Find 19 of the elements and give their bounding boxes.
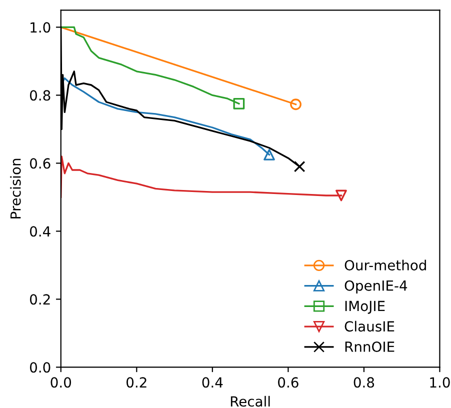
y-tick-label: 0.4	[30, 226, 50, 237]
legend-label: Our-method	[344, 260, 426, 270]
x-tick-label: 0.4	[202, 377, 223, 388]
legend-label: RnnOIE	[345, 342, 394, 352]
legend-label: OpenIE-4	[344, 280, 408, 294]
y-tick-label: 0.2	[30, 294, 50, 305]
x-tick-label: 0.0	[50, 377, 72, 388]
x-tick-label: 0.6	[278, 377, 298, 388]
y-tick-label: 1.0	[30, 22, 50, 33]
x-tick-label: 0.8	[354, 377, 374, 388]
y-tick-label: 0.8	[30, 90, 50, 101]
legend-label: ClausIE	[344, 320, 394, 332]
y-tick-label: 0.0	[30, 362, 50, 373]
x-axis-title: Recall	[230, 396, 270, 407]
x-tick-label: 1.0	[430, 377, 450, 388]
legend-label: IMoJIE	[345, 300, 385, 314]
y-tick-label: 0.6	[30, 158, 50, 169]
y-axis-title: Precision	[10, 158, 21, 218]
x-tick-label: 0.2	[126, 377, 146, 388]
